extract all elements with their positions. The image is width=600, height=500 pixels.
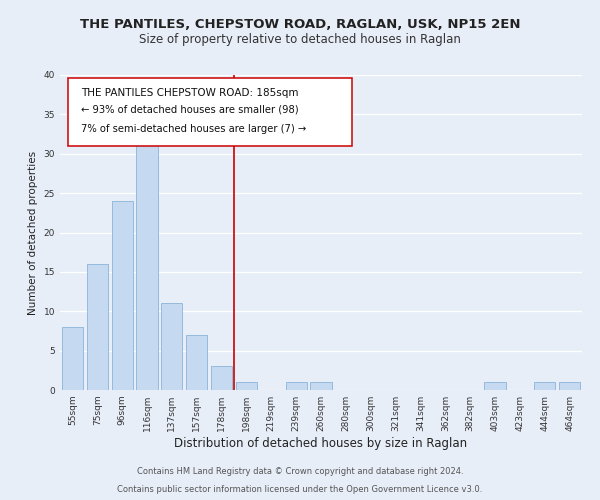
Bar (211, 366, 232, 390)
Text: ← 93% of detached houses are smaller (98): ← 93% of detached houses are smaller (98… (81, 105, 299, 115)
Bar (286, 382, 307, 390)
Bar (87, 264, 108, 390)
Bar (534, 382, 555, 390)
Bar (136, 138, 158, 390)
Text: THE PANTILES, CHEPSTOW ROAD, RAGLAN, USK, NP15 2EN: THE PANTILES, CHEPSTOW ROAD, RAGLAN, USK… (80, 18, 520, 30)
FancyBboxPatch shape (68, 78, 352, 146)
Bar (112, 201, 133, 390)
Y-axis label: Number of detached properties: Number of detached properties (28, 150, 38, 314)
Text: 7% of semi-detached houses are larger (7) →: 7% of semi-detached houses are larger (7… (81, 124, 306, 134)
Bar (484, 382, 506, 390)
Bar (62, 327, 83, 390)
Bar (310, 382, 332, 390)
Text: Contains public sector information licensed under the Open Government Licence v3: Contains public sector information licen… (118, 485, 482, 494)
Text: Contains HM Land Registry data © Crown copyright and database right 2024.: Contains HM Land Registry data © Crown c… (137, 467, 463, 476)
Bar (236, 382, 257, 390)
Text: Size of property relative to detached houses in Raglan: Size of property relative to detached ho… (139, 32, 461, 46)
Bar (559, 382, 580, 390)
Text: THE PANTILES CHEPSTOW ROAD: 185sqm: THE PANTILES CHEPSTOW ROAD: 185sqm (81, 88, 298, 98)
Bar (186, 335, 207, 390)
Bar (161, 304, 182, 390)
X-axis label: Distribution of detached houses by size in Raglan: Distribution of detached houses by size … (175, 437, 467, 450)
